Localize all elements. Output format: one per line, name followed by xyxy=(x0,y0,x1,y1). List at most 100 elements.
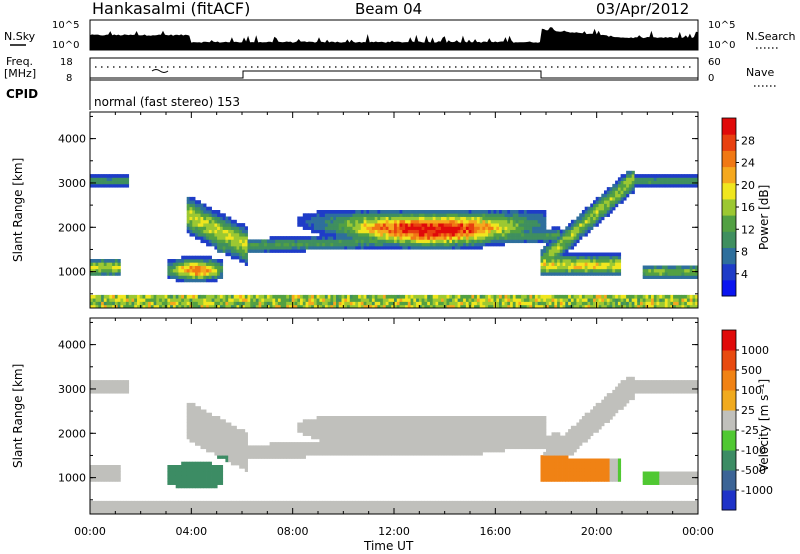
velocity-cell xyxy=(219,507,224,512)
velocity-cell xyxy=(394,416,398,420)
velocity-cell xyxy=(360,442,364,446)
velocity-cell xyxy=(360,438,364,443)
power-cell xyxy=(347,242,351,247)
power-cell xyxy=(170,259,174,263)
power-cell xyxy=(570,252,575,257)
velocity-cell xyxy=(377,435,381,440)
power-cell xyxy=(369,304,373,309)
power-cell xyxy=(150,301,154,306)
power-cell xyxy=(394,242,398,247)
power-cell xyxy=(291,245,295,250)
power-cell xyxy=(112,177,116,181)
velocity-cell xyxy=(371,425,376,430)
power-cell xyxy=(380,223,384,227)
power-cell xyxy=(410,223,414,227)
velocity-cell xyxy=(371,422,376,427)
power-cell xyxy=(327,210,331,214)
power-cell xyxy=(570,226,575,230)
velocity-cell xyxy=(336,422,340,427)
velocity-cell xyxy=(374,416,378,420)
power-cell xyxy=(521,229,525,234)
velocity-cell xyxy=(280,504,284,508)
power-cell xyxy=(695,180,699,185)
power-cell xyxy=(297,294,301,299)
power-cell xyxy=(236,242,240,247)
velocity-cell xyxy=(266,445,271,450)
power-cell xyxy=(463,239,467,244)
power-cell xyxy=(261,304,265,309)
power-cell xyxy=(230,252,235,257)
power-cell xyxy=(344,236,348,240)
velocity-cell xyxy=(261,500,265,505)
velocity-cell xyxy=(247,504,251,508)
velocity-cell xyxy=(286,510,290,515)
velocity-cell xyxy=(181,504,185,508)
velocity-cell xyxy=(327,422,331,427)
power-cell xyxy=(551,298,555,302)
power-cell xyxy=(568,252,572,257)
power-cell xyxy=(297,239,301,244)
power-cell xyxy=(405,213,409,217)
velocity-cell xyxy=(322,504,326,508)
velocity-cell xyxy=(239,458,243,463)
velocity-cell xyxy=(432,442,436,446)
velocity-cell xyxy=(200,422,204,427)
power-cell xyxy=(327,219,331,224)
velocity-cell xyxy=(189,416,193,420)
velocity-cell xyxy=(319,416,323,420)
power-cell xyxy=(534,232,539,237)
power-cell xyxy=(628,190,633,195)
velocity-cell xyxy=(228,445,232,450)
velocity-cell xyxy=(92,380,96,384)
power-cell xyxy=(446,219,450,224)
velocity-cell xyxy=(358,432,362,436)
power-cell xyxy=(322,294,326,299)
power-cell xyxy=(250,239,254,244)
power-cell xyxy=(352,294,356,299)
velocity-cell xyxy=(443,419,447,423)
power-cell xyxy=(642,174,646,178)
power-cell xyxy=(358,232,362,237)
power-cell xyxy=(454,223,458,227)
velocity-cell xyxy=(341,419,345,423)
velocity-cell xyxy=(184,474,188,479)
velocity-cell xyxy=(413,510,417,515)
velocity-cell xyxy=(349,416,353,420)
velocity-cell xyxy=(98,465,102,469)
power-cell xyxy=(418,210,423,214)
velocity-cell xyxy=(269,442,273,446)
power-cell xyxy=(604,200,608,204)
power-cell xyxy=(645,294,649,299)
velocity-cell xyxy=(184,465,188,469)
power-cell xyxy=(546,255,550,260)
velocity-cell xyxy=(197,461,201,466)
velocity-cell xyxy=(167,465,171,469)
velocity-cell xyxy=(385,510,389,515)
power-cell xyxy=(170,275,174,279)
velocity-cell xyxy=(300,451,304,456)
power-cell xyxy=(534,294,539,299)
power-cell xyxy=(396,216,400,221)
power-cell xyxy=(686,183,691,188)
power-cell xyxy=(184,255,188,260)
velocity-cell xyxy=(435,504,439,508)
power-cell xyxy=(562,265,566,270)
velocity-cell xyxy=(374,419,378,423)
power-cell xyxy=(344,219,348,224)
power-cell xyxy=(195,223,199,227)
power-cell xyxy=(120,177,124,181)
power-cell xyxy=(590,301,594,306)
power-cell xyxy=(662,265,666,270)
power-cell xyxy=(443,213,447,217)
power-cell xyxy=(128,298,132,302)
velocity-cell xyxy=(399,416,403,420)
velocity-cell xyxy=(324,445,329,450)
power-cell xyxy=(493,219,497,224)
power-cell xyxy=(667,294,671,299)
velocity-cell xyxy=(380,448,384,453)
power-cell xyxy=(341,226,345,230)
power-cell xyxy=(499,232,503,237)
velocity-cell xyxy=(137,510,141,515)
power-cell xyxy=(543,294,547,299)
power-cell xyxy=(659,180,663,185)
